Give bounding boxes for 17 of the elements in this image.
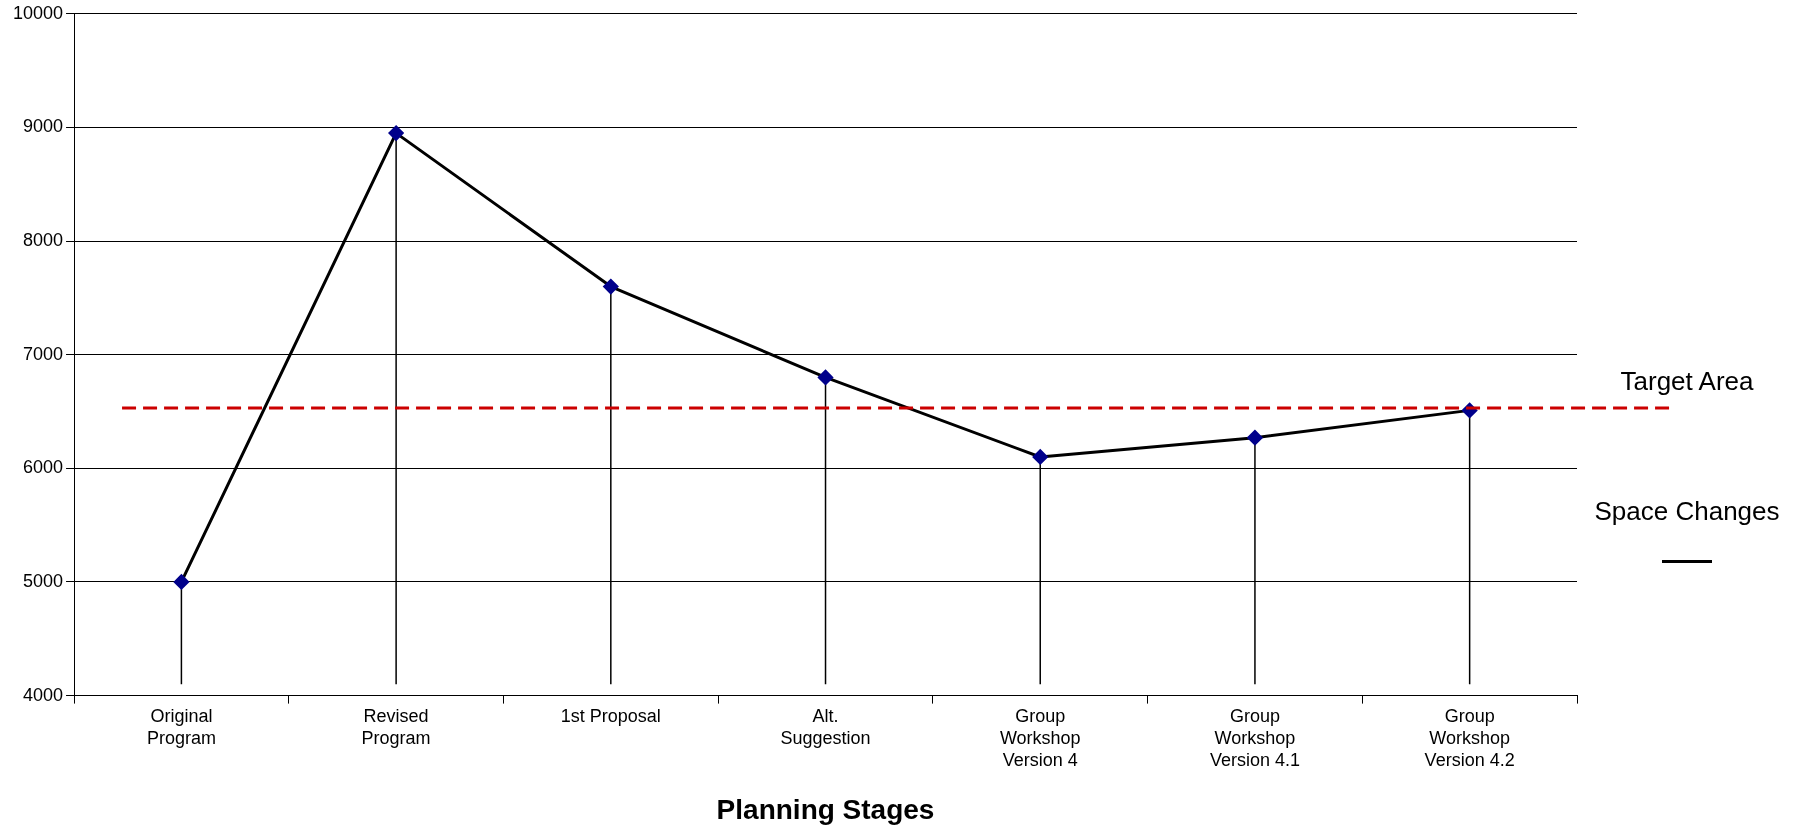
- text: Space Changes: [1594, 495, 1780, 526]
- y-tick-label: 10000: [12, 2, 64, 23]
- x-tick-label: Group Workshop Version 4.2: [1424, 706, 1515, 770]
- y-tick-label: 7000: [23, 343, 64, 364]
- y-tick-label: 8000: [23, 230, 64, 251]
- y-tick-label: 9000: [23, 116, 64, 137]
- y-tick-label: 6000: [23, 457, 64, 478]
- x-tick-label: Group Workshop Version 4: [999, 706, 1081, 770]
- y-tick-label: 4000: [23, 684, 64, 705]
- x-axis-title: Planning Stages: [716, 793, 935, 825]
- x-tick-label: Original Program: [146, 706, 216, 748]
- x-tick-label: Group Workshop Version 4.1: [1209, 706, 1300, 770]
- y-tick-label: 5000: [23, 570, 64, 591]
- x-tick-label: Revised Program: [361, 706, 431, 748]
- x-tick-label: 1st Proposal: [560, 706, 661, 727]
- x-tick-label: Alt. Suggestion: [780, 706, 871, 748]
- ref-line-label: Target Area: [1620, 366, 1755, 397]
